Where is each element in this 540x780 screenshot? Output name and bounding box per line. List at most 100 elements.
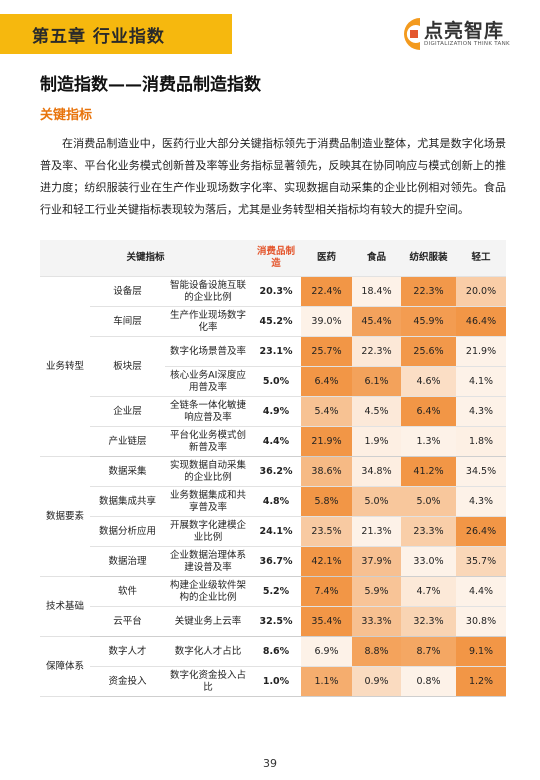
value-cell: 1.2%: [456, 666, 507, 697]
value-cell: 38.6%: [301, 456, 353, 487]
logo-icon: [404, 18, 420, 50]
table-row: 产业链层 平台化业务模式创新普及率 4.4% 21.9% 1.9% 1.3% 1.8%: [40, 426, 507, 457]
table-row: 板块层 数字化场景普及率 23.1% 25.7% 22.3% 25.6% 21.9%: [40, 336, 507, 397]
indicator-cell: 实现数据自动采集的企业比例: [165, 456, 252, 487]
indicator-cell: 生产作业现场数字化率: [165, 306, 252, 337]
value-cell: 36.2%: [251, 456, 302, 487]
indicator-cell: 数字化资金投入占比: [165, 666, 252, 697]
layer-cell: 云平台: [90, 606, 165, 637]
layer-cell: 数字人才: [90, 636, 165, 667]
group-cell: 业务转型: [40, 276, 90, 457]
value-cell: 42.1%: [301, 546, 353, 577]
indicator-cell: 构建企业级软件架构的企业比例: [165, 576, 252, 607]
value-cell: 33.3%: [352, 606, 402, 637]
value-cell: 46.4%: [456, 306, 507, 337]
value-cell: 35.4%: [301, 606, 353, 637]
header-cell: 纺织服装: [401, 240, 457, 277]
indicator-cell: 关键业务上云率: [165, 606, 252, 637]
value-cell: 6.9%: [301, 636, 353, 667]
table-row: 数据治理 企业数据治理体系建设普及率 36.7% 42.1% 37.9% 33.0% 35.…: [40, 546, 507, 577]
value-cell: 4.7%: [401, 576, 457, 607]
group-cell: 保障体系: [40, 636, 90, 697]
header-cell: 食品: [352, 240, 402, 277]
layer-cell: 软件: [90, 576, 165, 607]
value-cell: 1.0%: [251, 666, 302, 697]
value-cell: 25.7%: [301, 336, 353, 367]
table-row: 业务转型 设备层 智能设备设施互联的企业比例 20.3% 22.4% 18.4% 22.3%…: [40, 276, 507, 457]
indicator-cell: 全链条一体化敏捷响应普及率: [165, 396, 252, 427]
value-cell: 5.0%: [251, 366, 302, 397]
table-row: 企业层 全链条一体化敏捷响应普及率 4.9% 5.4% 4.5% 6.4% 4.3%: [40, 396, 507, 427]
value-cell: 41.2%: [401, 456, 457, 487]
value-cell: 0.9%: [352, 666, 402, 697]
value-cell: 21.9%: [301, 426, 353, 457]
value-cell: 20.3%: [251, 276, 302, 307]
value-cell: 5.0%: [401, 486, 457, 517]
layer-cell: 数据集成共享: [90, 486, 165, 517]
value-cell: 23.5%: [301, 516, 353, 547]
chapter-title: 第五章 行业指数: [32, 27, 165, 47]
header-cell: 关键指标: [40, 240, 252, 277]
logo-subtitle: DIGITALIZATION THINK TANK: [424, 41, 510, 47]
table-body: 业务转型 设备层 智能设备设施互联的企业比例 20.3% 22.4% 18.4% 22.3%…: [40, 276, 507, 697]
layer-cell: 数据分析应用: [90, 516, 165, 547]
value-cell: 39.0%: [301, 306, 353, 337]
table-row: 数据集成共享 业务数据集成和共享普及率 4.8% 5.8% 5.0% 5.0% 4.3%: [40, 486, 507, 517]
value-cell: 21.9%: [456, 336, 507, 367]
value-cell: 8.7%: [401, 636, 457, 667]
value-cell: 45.9%: [401, 306, 457, 337]
layer-cell: 资金投入: [90, 666, 165, 697]
table-row: 资金投入 数字化资金投入占比 1.0% 1.1% 0.9% 0.8% 1.2%: [40, 666, 507, 697]
value-cell: 6.4%: [301, 366, 353, 397]
indicator-cell: 数字化场景普及率: [165, 336, 252, 367]
value-cell: 4.3%: [456, 486, 507, 517]
value-cell: 4.3%: [456, 396, 507, 427]
layer-cell: 设备层: [90, 276, 165, 307]
value-cell: 1.9%: [352, 426, 402, 457]
value-cell: 21.3%: [352, 516, 402, 547]
value-cell: 25.6%: [401, 336, 457, 367]
table-row: 数据分析应用 开展数字化建模企业比例 24.1% 23.5% 21.3% 23.3% 26.…: [40, 516, 507, 547]
value-cell: 22.3%: [352, 336, 402, 367]
layer-cell: 产业链层: [90, 426, 165, 457]
value-cell: 18.4%: [352, 276, 402, 307]
indicator-cell: 业务数据集成和共享普及率: [165, 486, 252, 517]
paragraph: 在消费品制造业中，医药行业大部分关键指标领先于消费品制造业整体，尤其是数字化场景…: [40, 137, 506, 216]
header-cell: 轻工: [456, 240, 507, 277]
value-cell: 6.1%: [352, 366, 402, 397]
value-cell: 4.4%: [251, 426, 302, 457]
value-cell: 22.3%: [401, 276, 457, 307]
value-cell: 45.4%: [352, 306, 402, 337]
value-cell: 1.1%: [301, 666, 353, 697]
value-cell: 24.1%: [251, 516, 302, 547]
value-cell: 4.8%: [251, 486, 302, 517]
group-cell: 技术基础: [40, 576, 90, 637]
layer-cell: 数据采集: [90, 456, 165, 487]
value-cell: 0.8%: [401, 666, 457, 697]
value-cell: 5.4%: [301, 396, 353, 427]
value-cell: 5.2%: [251, 576, 302, 607]
section-title: 关键指标: [40, 108, 93, 123]
value-cell: 32.3%: [401, 606, 457, 637]
value-cell: 5.0%: [352, 486, 402, 517]
page-title: 制造指数——消费品制造指数: [40, 75, 261, 95]
value-cell: 22.4%: [301, 276, 353, 307]
indicator-cell: 企业数据治理体系建设普及率: [165, 546, 252, 577]
indicator-cell: 智能设备设施互联的企业比例: [165, 276, 252, 307]
value-cell: 36.7%: [251, 546, 302, 577]
table-row: 车间层 生产作业现场数字化率 45.2% 39.0% 45.4% 45.9% 46.4%: [40, 306, 507, 337]
value-cell: 4.5%: [352, 396, 402, 427]
table-row: 数据要素 数据采集 实现数据自动采集的企业比例 36.2% 38.6% 34.8% 41.2…: [40, 456, 507, 577]
indicator-cell: 平台化业务模式创新普及率: [165, 426, 252, 457]
value-cell: 4.6%: [401, 366, 457, 397]
layer-cell: 企业层: [90, 396, 165, 427]
value-cell: 6.4%: [401, 396, 457, 427]
table-row: 技术基础 软件 构建企业级软件架构的企业比例 5.2% 7.4% 5.9% 4.7% 4.4%: [40, 576, 507, 637]
value-cell: 35.7%: [456, 546, 507, 577]
value-cell: 34.5%: [456, 456, 507, 487]
indicator-cell: 核心业务AI深度应用普及率: [165, 366, 252, 397]
header-band: [0, 14, 232, 54]
value-cell: 26.4%: [456, 516, 507, 547]
table-row: 保障体系 数字人才 数字化人才占比 8.6% 6.9% 8.8% 8.7% 9.1%: [40, 636, 507, 697]
